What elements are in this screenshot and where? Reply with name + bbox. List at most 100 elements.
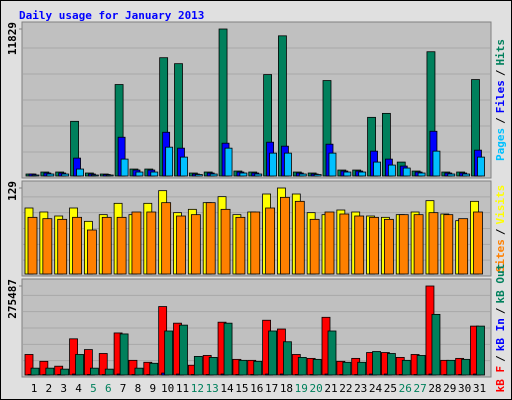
bar (254, 173, 263, 177)
bar (239, 172, 248, 177)
x-tick-label: 5 (90, 382, 97, 395)
bar (284, 152, 292, 177)
bar (161, 202, 172, 275)
legend: Pages / Files / Hits (494, 39, 507, 161)
bar (235, 216, 246, 275)
x-tick-label: 23 (354, 382, 367, 395)
bar (280, 196, 290, 275)
legend-entry: Hits (494, 39, 507, 66)
legend-entry: kB F (494, 366, 507, 393)
legend-entry: Visits (494, 185, 507, 225)
legend-separator: / (494, 307, 507, 314)
x-tick-label: 13 (206, 382, 219, 395)
bar (324, 211, 335, 275)
bar (45, 367, 55, 376)
bar (238, 359, 248, 376)
legend-entry: Pages (494, 128, 507, 161)
bar (432, 150, 441, 177)
bar (131, 211, 142, 275)
bar (135, 171, 144, 177)
bar (462, 173, 471, 177)
bar (416, 355, 426, 376)
bar (165, 146, 174, 177)
bar (309, 218, 320, 275)
y-tick-label: 275487 (6, 279, 19, 319)
bar (343, 171, 352, 177)
bar (205, 202, 216, 275)
bar (91, 174, 99, 177)
legend-entry: kB In (494, 318, 507, 351)
bar (342, 361, 352, 376)
bar (269, 152, 278, 177)
bar (90, 367, 99, 376)
bar (60, 368, 70, 376)
bar (146, 211, 157, 275)
bar (401, 359, 411, 376)
x-tick-label: 29 (443, 382, 456, 395)
x-tick-label: 11 (176, 382, 189, 395)
bar (386, 353, 396, 376)
bar (104, 368, 114, 376)
x-tick-label: 17 (265, 382, 278, 395)
y-tick-label: 129 (6, 181, 19, 201)
legend-entry: kB Out (494, 264, 507, 304)
x-tick-label: 8 (135, 382, 142, 395)
legend-separator: / (494, 228, 507, 235)
bar (431, 313, 441, 376)
bar (369, 216, 379, 275)
chart-title: Daily usage for January 2013 (19, 9, 204, 22)
x-tick-label: 4 (75, 382, 82, 395)
bar (209, 173, 218, 177)
x-tick-label: 27 (413, 382, 426, 395)
x-tick-label: 25 (384, 382, 397, 395)
bar (164, 330, 174, 376)
x-tick-label: 10 (161, 382, 174, 395)
bar (220, 208, 231, 275)
bar (119, 333, 129, 376)
bar (339, 213, 350, 275)
x-tick-label: 19 (295, 382, 308, 395)
bar (150, 171, 159, 177)
bar (116, 216, 127, 275)
x-tick-label: 3 (60, 382, 67, 395)
bar (428, 212, 439, 275)
bar (372, 351, 381, 376)
bar (208, 356, 218, 376)
x-tick-label: 20 (310, 382, 323, 395)
bar (354, 215, 365, 275)
x-tick-label: 16 (250, 382, 263, 395)
bar (446, 359, 456, 376)
bar (30, 367, 40, 376)
bar (458, 218, 469, 275)
bar (473, 211, 483, 275)
bar (101, 216, 112, 275)
bar (87, 229, 97, 275)
bar (31, 174, 40, 177)
bar (383, 218, 394, 275)
legend-separator: / (494, 117, 507, 124)
bar (358, 171, 367, 177)
bar (176, 215, 186, 275)
legend-separator: / (494, 69, 507, 76)
x-tick-label: 7 (120, 382, 127, 395)
bar (75, 354, 84, 376)
bar (447, 173, 456, 177)
bar (268, 330, 278, 376)
bar (357, 361, 367, 376)
x-tick-label: 24 (369, 382, 383, 395)
x-tick-label: 1 (31, 382, 38, 395)
bar (253, 360, 263, 376)
bar (57, 218, 68, 275)
bar (461, 358, 471, 376)
bar (224, 147, 233, 177)
bar (398, 214, 409, 275)
bar (313, 174, 322, 177)
bar (283, 341, 292, 376)
x-tick-label: 21 (324, 382, 337, 395)
bar (476, 325, 485, 376)
bar (46, 173, 55, 177)
bar (190, 214, 201, 275)
bar (134, 367, 144, 376)
bar (120, 158, 129, 177)
